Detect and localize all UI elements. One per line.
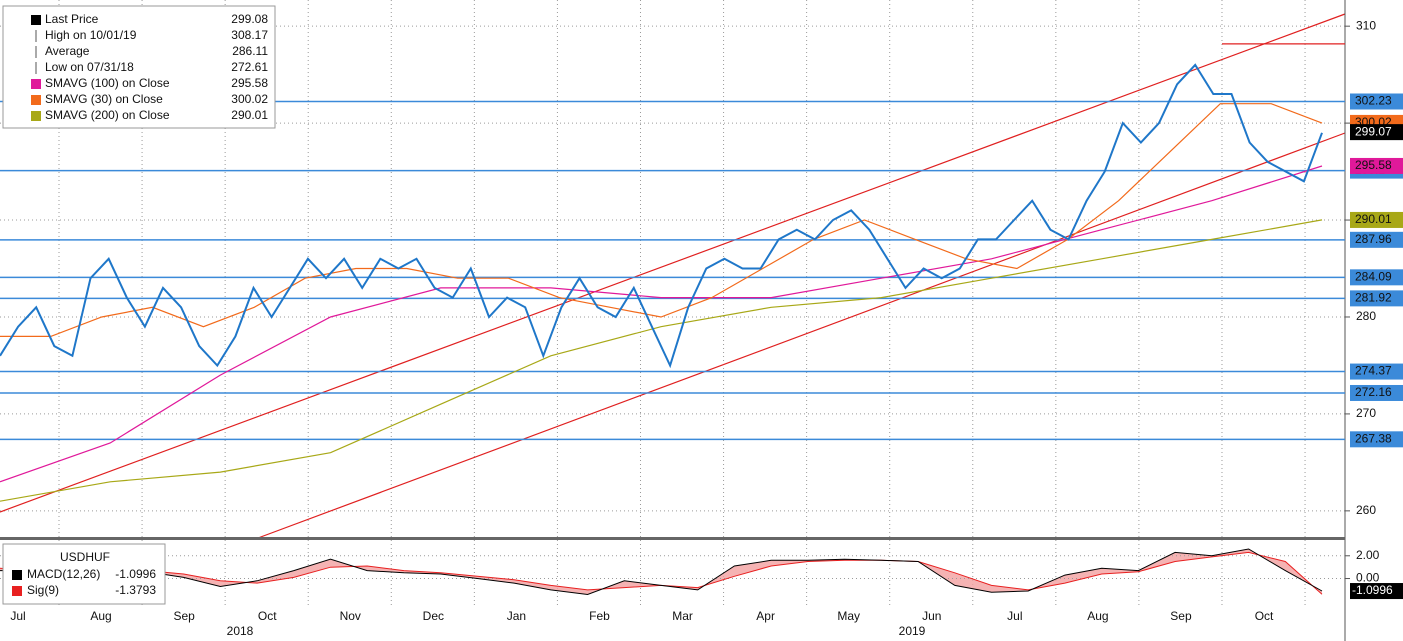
level-tag — [1350, 431, 1403, 448]
macd-tag — [1350, 583, 1403, 600]
level-tag — [1350, 269, 1403, 286]
legend-value: 286.11 — [232, 44, 268, 58]
level-tag-label: 287.96 — [1355, 232, 1392, 246]
legend-label: Low on 07/31/18 — [45, 60, 134, 74]
channel-upper — [0, 13, 1346, 513]
legend-label: Last Price — [45, 12, 99, 26]
price-tag-label: 290.01 — [1355, 212, 1392, 226]
y-tick-label: 2.00 — [1356, 548, 1380, 562]
price-tag — [1350, 211, 1403, 228]
level-tag-label: 267.38 — [1355, 431, 1392, 445]
level-tag — [1350, 363, 1403, 380]
x-tick-label: Oct — [1255, 609, 1274, 623]
legend-swatch — [31, 15, 41, 25]
sma-line — [0, 165, 1323, 483]
x-tick-label: Jul — [1007, 609, 1022, 623]
price-tag-label: 299.07 — [1355, 124, 1392, 138]
level-tag — [1350, 290, 1403, 307]
level-tag-label: 281.92 — [1355, 291, 1392, 305]
channel-lower — [257, 132, 1346, 539]
level-tag — [1350, 384, 1403, 401]
price-tag — [1350, 157, 1403, 174]
x-tick-label: May — [837, 609, 860, 623]
x-tick-label: Apr — [756, 609, 775, 623]
legend-swatch — [31, 111, 41, 121]
y-tick-label: 0.00 — [1356, 571, 1380, 585]
level-tag-label: 284.09 — [1355, 270, 1392, 284]
legend-swatch — [12, 570, 22, 580]
legend-label: SMAVG (30) on Close — [45, 92, 163, 106]
legend-swatch — [31, 95, 41, 105]
legend-swatch — [12, 586, 22, 596]
year-label: 2019 — [899, 624, 926, 638]
legend-value: 300.02 — [231, 92, 268, 106]
legend-value: -1.0996 — [115, 567, 156, 581]
macd-fill — [0, 549, 1322, 595]
legend-value: 290.01 — [231, 108, 268, 122]
legend-value: -1.3793 — [115, 583, 156, 597]
level-tag — [1350, 231, 1403, 248]
y-tick-label: 270 — [1356, 406, 1376, 420]
x-tick-label: Mar — [672, 609, 693, 623]
level-tag-label: 274.37 — [1355, 364, 1392, 378]
legend-label: High on 10/01/19 — [45, 28, 137, 42]
legend-value: 308.17 — [231, 28, 268, 42]
macd-tag-label: -1.0996 — [1352, 583, 1393, 597]
x-tick-label: Aug — [90, 609, 111, 623]
legend-value: 299.08 — [231, 12, 268, 26]
year-label: 2018 — [227, 624, 254, 638]
panel-divider — [0, 537, 1345, 540]
legend — [2, 5, 276, 129]
price-tag — [1350, 124, 1403, 141]
legend-swatch — [31, 79, 41, 89]
x-tick-label: Jan — [507, 609, 526, 623]
legend-label: SMAVG (100) on Close — [45, 76, 170, 90]
legend-label: Average — [45, 44, 90, 58]
legend-label: MACD(12,26) — [27, 567, 100, 581]
x-tick-label: Feb — [589, 609, 610, 623]
x-tick-label: Jul — [10, 609, 25, 623]
x-tick-label: Aug — [1087, 609, 1108, 623]
level-tag-label: 272.16 — [1355, 385, 1392, 399]
y-tick-label: 310 — [1356, 18, 1376, 32]
price-tag-label: 295.58 — [1355, 158, 1392, 172]
x-tick-label: Sep — [1170, 609, 1192, 623]
sma-line — [0, 103, 1323, 337]
legend-value: 295.58 — [231, 76, 268, 90]
sma-line — [0, 219, 1323, 502]
legend-label: SMAVG (200) on Close — [45, 108, 170, 122]
macd-line — [0, 548, 1323, 596]
x-tick-label: Jun — [922, 609, 941, 623]
x-tick-label: Nov — [340, 609, 361, 623]
legend-label: Sig(9) — [27, 583, 59, 597]
macd-legend — [2, 543, 166, 605]
y-tick-label: 280 — [1356, 309, 1376, 323]
x-tick-label: Oct — [258, 609, 277, 623]
x-tick-label: Sep — [173, 609, 195, 623]
y-tick-label: 260 — [1356, 503, 1376, 517]
level-tag-label: 302.23 — [1355, 94, 1392, 108]
legend-value: 272.61 — [231, 60, 268, 74]
level-tag — [1350, 93, 1403, 110]
x-tick-label: Dec — [423, 609, 444, 623]
price-line — [0, 63, 1323, 369]
macd-title: USDHUF — [60, 550, 110, 564]
